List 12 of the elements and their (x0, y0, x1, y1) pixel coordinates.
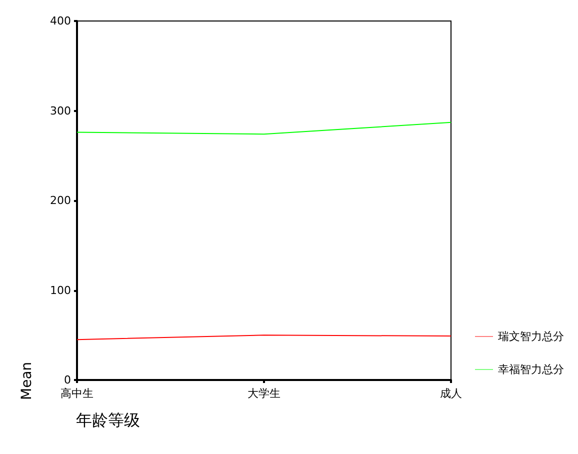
y-tick-label: 300 (50, 104, 71, 118)
x-tick-label: 高中生 (60, 387, 94, 400)
y-tick-label: 0 (64, 374, 71, 386)
x-axis-title: 年龄等级 (76, 410, 140, 430)
x-tick-label: 大学生 (248, 387, 280, 400)
y-tick-label: 200 (50, 194, 71, 207)
x-tick-label: 成人 (440, 387, 462, 400)
legend-label: 幸福智力总分 (498, 363, 564, 376)
legend-label: 瑞文智力总分 (498, 330, 564, 343)
y-axis-title: Mean (19, 362, 35, 400)
y-tick-label: 400 (50, 14, 71, 28)
y-tick-label: 100 (50, 284, 71, 297)
